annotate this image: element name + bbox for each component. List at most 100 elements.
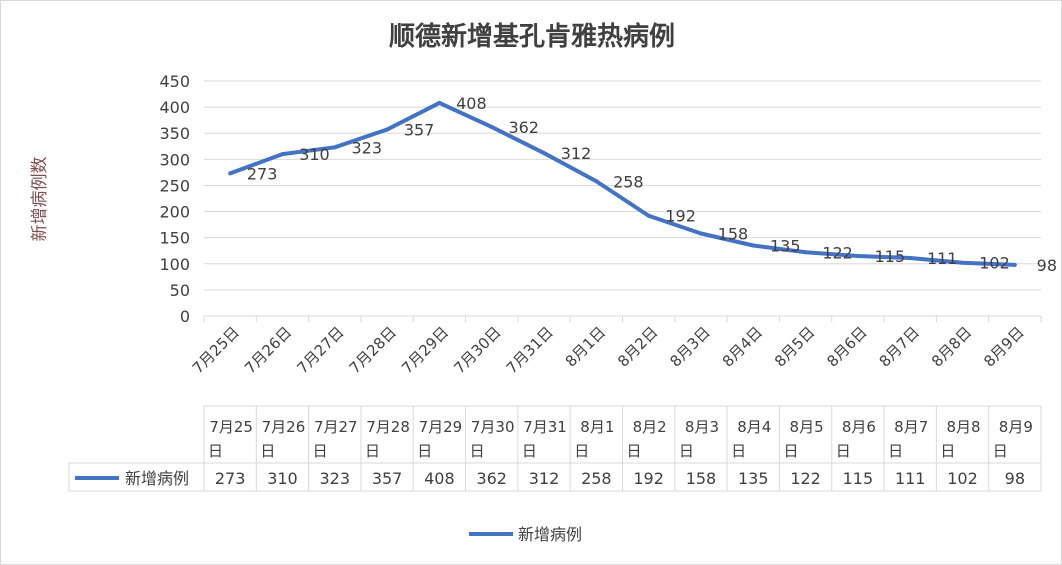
x-tick-label: 7月31日 <box>503 323 557 377</box>
x-tick-label: 7月28日 <box>346 323 400 377</box>
data-point <box>908 256 913 261</box>
x-tick-label: 8月7日 <box>876 323 923 370</box>
table-header-date: 8月3 <box>685 418 719 436</box>
x-tick-label: 8月1日 <box>562 323 609 370</box>
x-tick-label: 7月25日 <box>189 323 243 377</box>
data-label: 111 <box>927 249 958 268</box>
y-tick-label: 0 <box>180 307 190 326</box>
table-header-day: 日 <box>627 442 642 460</box>
data-label: 273 <box>247 164 278 183</box>
data-label: 115 <box>875 247 906 266</box>
table-header-date: 8月7 <box>894 418 928 436</box>
table-value: 115 <box>843 469 874 488</box>
data-point <box>646 213 651 218</box>
table-header-day: 日 <box>208 442 223 460</box>
table-value: 111 <box>895 469 926 488</box>
table-header-date: 7月26 <box>262 418 306 436</box>
data-label: 192 <box>665 207 696 226</box>
table-header-date: 8月1 <box>580 418 614 436</box>
table-value: 310 <box>267 469 298 488</box>
table-value: 98 <box>1005 469 1025 488</box>
x-tick-label: 8月5日 <box>771 323 818 370</box>
table-header-day: 日 <box>836 442 851 460</box>
x-tick-label: 8月6日 <box>823 323 870 370</box>
data-label: 158 <box>718 224 749 243</box>
data-point <box>698 231 703 236</box>
table-value: 102 <box>947 469 978 488</box>
data-label: 122 <box>822 243 853 262</box>
table-series-name: 新增病例 <box>125 469 189 488</box>
table-header-day: 日 <box>260 442 275 460</box>
table-header-date: 8月2 <box>633 418 667 436</box>
y-axis-label: 新增病例数 <box>30 157 50 242</box>
x-tick-label: 8月8日 <box>928 323 975 370</box>
x-tick-label: 8月4日 <box>719 323 766 370</box>
table-header-day: 日 <box>522 442 537 460</box>
data-label: 135 <box>770 237 801 256</box>
table-header-date: 8月8 <box>946 418 980 436</box>
table-header-day: 日 <box>731 442 746 460</box>
table-header-day: 日 <box>470 442 485 460</box>
y-tick-label: 400 <box>159 98 190 117</box>
legend-label: 新增病例 <box>518 525 582 544</box>
data-label: 357 <box>404 121 435 140</box>
table-value: 362 <box>476 469 507 488</box>
x-tick-label: 7月27日 <box>293 323 347 377</box>
table-header-date: 8月9 <box>999 418 1033 436</box>
data-point <box>437 100 442 105</box>
data-label: 408 <box>456 94 487 113</box>
table-header-day: 日 <box>888 442 903 460</box>
data-point <box>489 124 494 129</box>
table-header-day: 日 <box>993 442 1008 460</box>
table-header-day: 日 <box>417 442 432 460</box>
table-value: 158 <box>686 469 717 488</box>
data-point <box>280 152 285 157</box>
data-point <box>228 171 233 176</box>
table-header-day: 日 <box>679 442 694 460</box>
y-tick-label: 450 <box>159 72 190 91</box>
table-header-day: 日 <box>365 442 380 460</box>
y-tick-label: 200 <box>159 203 190 222</box>
data-label: 362 <box>508 118 539 137</box>
data-point <box>960 260 965 265</box>
table-header-date: 7月27 <box>314 418 358 436</box>
data-point <box>803 250 808 255</box>
data-label: 310 <box>299 145 330 164</box>
x-tick-label: 7月29日 <box>398 323 452 377</box>
table-value: 323 <box>320 469 351 488</box>
table-header-date: 7月30 <box>471 418 515 436</box>
table-header-day: 日 <box>783 442 798 460</box>
x-tick-label: 7月30日 <box>450 323 504 377</box>
table-value: 312 <box>529 469 560 488</box>
data-point <box>1012 262 1017 267</box>
x-tick-label: 8月9日 <box>980 323 1027 370</box>
data-point <box>332 145 337 150</box>
y-tick-label: 350 <box>159 124 190 143</box>
table-value: 408 <box>424 469 455 488</box>
data-point <box>751 243 756 248</box>
table-header-day: 日 <box>574 442 589 460</box>
table-header-date: 7月25 <box>209 418 253 436</box>
table-header-date: 8月4 <box>737 418 771 436</box>
data-label: 102 <box>979 254 1010 273</box>
y-tick-label: 250 <box>159 176 190 195</box>
y-tick-label: 300 <box>159 150 190 169</box>
data-label: 258 <box>613 172 644 191</box>
table-header-day: 日 <box>313 442 328 460</box>
table-header-date: 7月31 <box>523 418 567 436</box>
table-header-date: 7月28 <box>366 418 410 436</box>
table-header-date: 7月29 <box>419 418 463 436</box>
data-label: 312 <box>561 144 592 163</box>
data-label: 323 <box>352 138 383 157</box>
data-point <box>385 127 390 132</box>
data-point <box>542 151 547 156</box>
x-tick-label: 7月26日 <box>241 323 295 377</box>
table-value: 258 <box>581 469 612 488</box>
table-header-date: 8月5 <box>790 418 824 436</box>
y-tick-label: 150 <box>159 229 190 248</box>
data-point <box>594 179 599 184</box>
table-header-date: 8月6 <box>842 418 876 436</box>
data-point <box>855 253 860 258</box>
